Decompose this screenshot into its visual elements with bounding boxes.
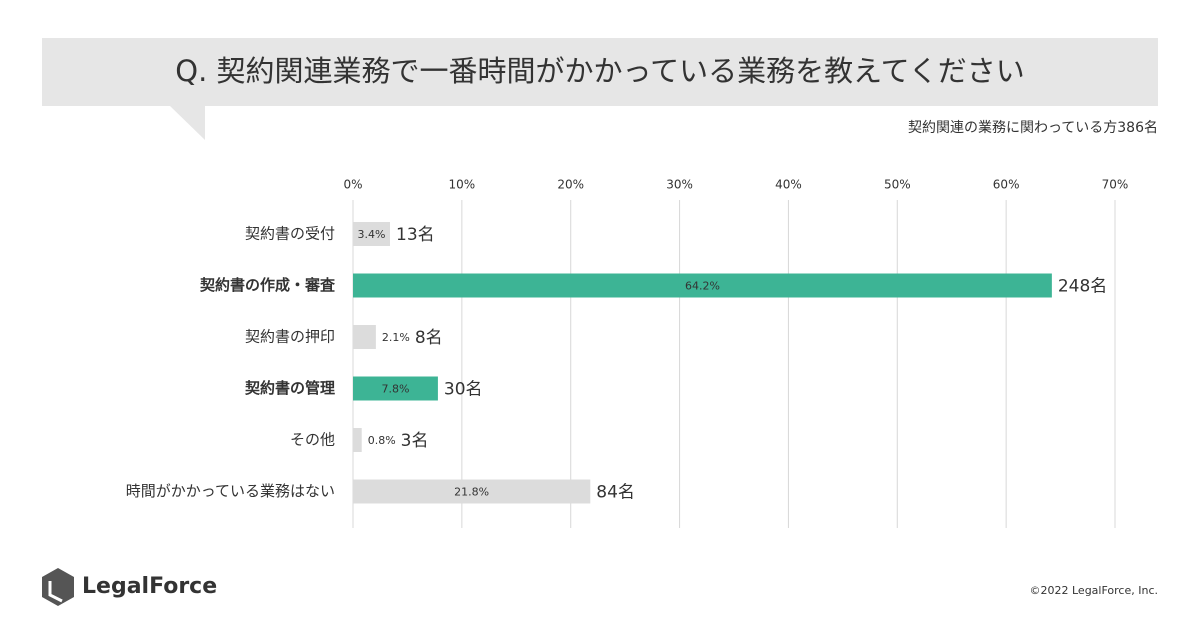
x-tick-label: 10%	[449, 178, 476, 192]
y-tick-label: 契約書の受付	[245, 225, 335, 243]
value-label: 64.2%	[685, 280, 720, 293]
logo-icon	[42, 568, 74, 606]
x-tick-label: 30%	[666, 178, 693, 192]
y-tick-label: 契約書の押印	[245, 328, 335, 346]
x-tick-label: 20%	[557, 178, 584, 192]
x-tick-label: 50%	[884, 178, 911, 192]
x-tick-label: 70%	[1102, 178, 1129, 192]
count-label: 3名	[401, 431, 429, 451]
count-label: 8名	[415, 328, 443, 348]
value-label: 7.8%	[381, 383, 409, 396]
count-label: 30名	[444, 380, 483, 400]
bar	[353, 479, 591, 504]
x-tick-label: 0%	[343, 178, 362, 192]
y-tick-label: 時間がかかっている業務はない	[126, 482, 335, 500]
value-label: 0.8%	[368, 434, 396, 447]
chart-subtitle: 契約関連の業務に関わっている方386名	[908, 120, 1158, 136]
title-banner	[42, 38, 1158, 140]
bar	[353, 273, 1052, 298]
count-label: 13名	[396, 225, 435, 245]
value-label: 21.8%	[454, 486, 489, 499]
bar	[353, 222, 391, 246]
bar	[353, 428, 362, 452]
value-label: 3.4%	[358, 228, 386, 241]
copyright: ©2022 LegalForce, Inc.	[1030, 584, 1159, 597]
bar	[353, 325, 376, 349]
logo-text: LegalForce	[82, 574, 217, 599]
count-label: 248名	[1058, 277, 1107, 297]
x-tick-label: 60%	[993, 178, 1020, 192]
value-label: 2.1%	[382, 331, 410, 344]
y-tick-label: 契約書の作成・審査	[199, 276, 336, 294]
count-label: 84名	[596, 483, 635, 503]
chart-title: Q. 契約関連業務で一番時間がかかっている業務を教えてください	[175, 54, 1025, 88]
bar	[353, 376, 438, 401]
y-tick-label: 契約書の管理	[244, 379, 335, 397]
x-tick-label: 40%	[775, 178, 802, 192]
y-tick-label: その他	[290, 431, 335, 449]
